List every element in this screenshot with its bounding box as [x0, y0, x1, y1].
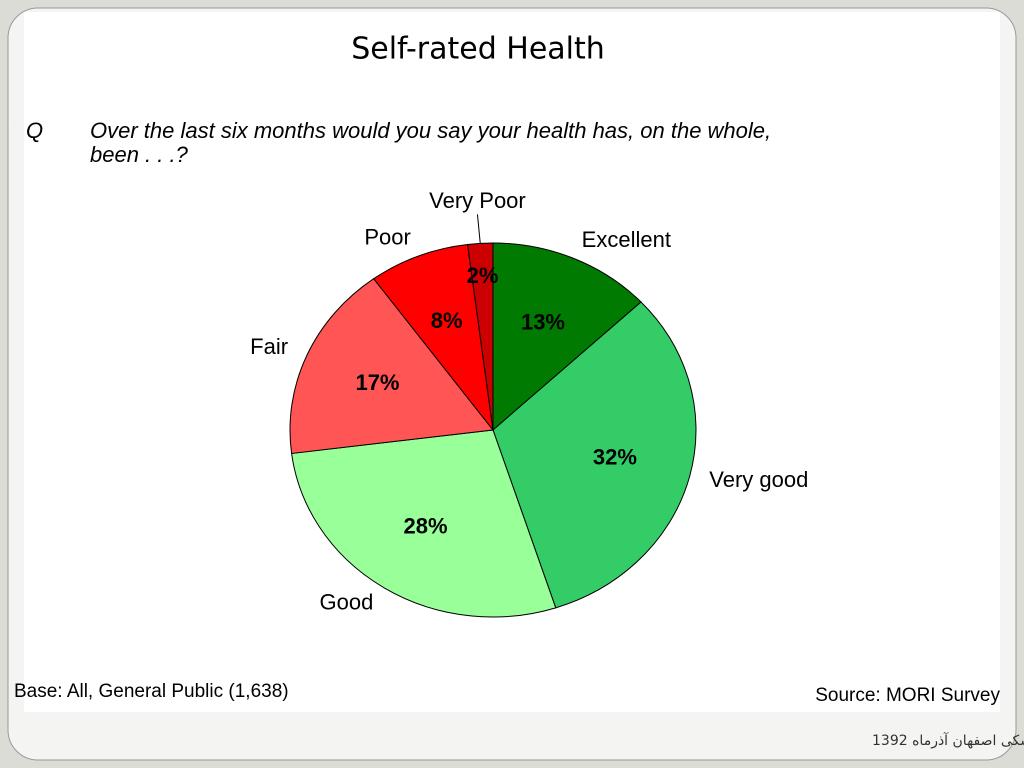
question-marker: Q — [26, 118, 43, 143]
pie-slice — [289, 278, 494, 454]
category-label: Excellent — [582, 227, 671, 252]
subtitle: Over the last six months would you say y… — [90, 118, 771, 143]
value-label: 32% — [593, 445, 637, 470]
subtitle: been . . .? — [90, 142, 189, 167]
leader-line — [476, 214, 481, 244]
pie-slice — [492, 301, 697, 609]
value-label: 28% — [404, 514, 448, 539]
pie-slice — [372, 243, 494, 432]
category-label: Fair — [250, 334, 288, 359]
value-label: 8% — [431, 308, 463, 333]
pie-slice — [492, 242, 642, 432]
category-label: Poor — [364, 225, 410, 250]
value-label: 2% — [467, 263, 499, 288]
value-label: 17% — [355, 370, 399, 395]
chart-title: Self-rated Health — [351, 32, 605, 67]
source: Source: MORI Survey — [815, 685, 1000, 706]
base-note: Base: All, General Public (1,638) — [14, 681, 289, 702]
category-label: Good — [320, 589, 374, 614]
category-label: Very good — [709, 467, 808, 492]
pie-slice — [291, 429, 557, 618]
pie-slice — [466, 242, 494, 431]
value-label: 13% — [521, 309, 565, 334]
category-label: Very Poor — [429, 188, 526, 213]
footer: خود مراقبتی و توانمندسازی خانواده - دوره… — [872, 732, 1024, 749]
